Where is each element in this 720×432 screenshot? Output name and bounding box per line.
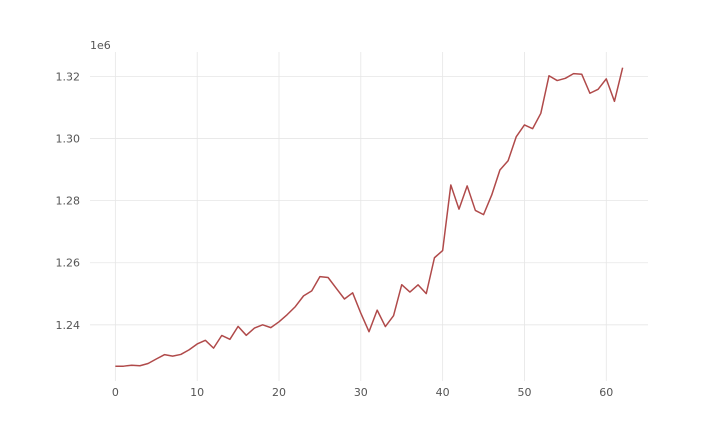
x-tick-label: 30	[354, 386, 368, 399]
y-tick-label: 1.24	[56, 319, 81, 332]
series-line	[115, 67, 624, 368]
y-tick-label: 1.32	[56, 70, 81, 83]
y-tick-labels: 1.24 1.26 1.28 1.30 1.32	[56, 70, 81, 331]
x-tick-label: 60	[599, 386, 613, 399]
y-tick-label: 1.28	[56, 195, 81, 208]
x-tick-labels: 0 10 20 30 40 50 60	[112, 386, 613, 399]
y-gridlines	[90, 76, 648, 326]
x-tick-label: 0	[112, 386, 119, 399]
y-tick-label: 1.26	[56, 257, 81, 270]
x-tick-label: 20	[272, 386, 286, 399]
x-tick-label: 50	[517, 386, 531, 399]
x-tick-label: 40	[436, 386, 450, 399]
y-tick-label: 1.30	[56, 133, 81, 146]
y-axis-offset-label: 1e6	[90, 39, 111, 52]
x-tick-label: 10	[190, 386, 204, 399]
x-gridlines	[114, 52, 607, 381]
